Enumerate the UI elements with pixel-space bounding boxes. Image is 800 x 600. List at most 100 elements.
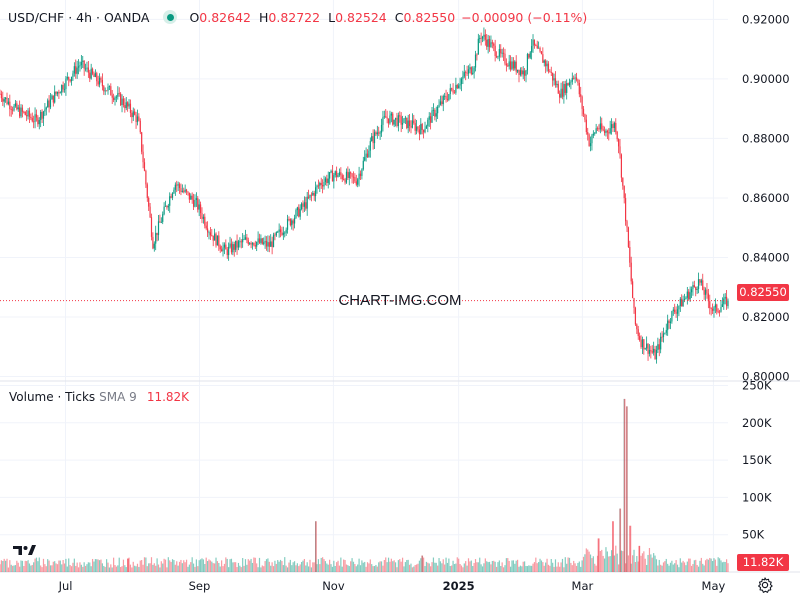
volume-bar <box>202 559 204 572</box>
candle-body <box>500 49 502 54</box>
volume-bar <box>704 560 707 572</box>
volume-bar <box>41 567 43 572</box>
volume-bar <box>672 564 674 572</box>
volume-bar <box>76 562 78 572</box>
candle-body <box>469 67 471 70</box>
gear-icon[interactable] <box>756 576 774 594</box>
time-axis[interactable]: Jul Sep Nov 2025 Mar May <box>58 579 726 593</box>
candle-body <box>171 193 174 198</box>
volume-bar <box>387 557 390 572</box>
candle-body <box>212 235 214 241</box>
candle-body <box>350 172 352 174</box>
volume-bar <box>653 553 655 572</box>
candle-body <box>369 141 371 151</box>
volume-bar <box>550 559 552 572</box>
volume-bar <box>108 567 111 572</box>
volume-bar <box>573 560 575 572</box>
volume-bar <box>232 562 234 572</box>
candle-body <box>329 172 331 179</box>
candle-body <box>178 184 181 189</box>
volume-bar <box>289 559 291 572</box>
candle-body <box>546 63 548 67</box>
volume-bar <box>603 558 606 572</box>
volume-bar <box>26 561 28 572</box>
candle-body <box>209 232 212 236</box>
volume-bar <box>676 564 679 572</box>
volume-bar <box>45 566 47 572</box>
volume-bar <box>683 562 686 572</box>
volume-bar <box>40 565 42 572</box>
volume-bar <box>222 566 224 572</box>
candle-body <box>149 206 151 218</box>
volume-bar <box>90 566 92 572</box>
volume-bar <box>242 558 244 572</box>
candle-body <box>146 184 148 198</box>
candle-body <box>122 98 125 106</box>
volume-bar <box>452 560 454 572</box>
volume-spike-bar <box>629 525 632 572</box>
candle-body <box>28 110 31 117</box>
candle-body <box>300 203 303 210</box>
volume-bar <box>277 560 279 572</box>
candle-body <box>121 98 123 106</box>
market-status-icon[interactable] <box>163 10 178 24</box>
volume-bar <box>176 561 178 572</box>
candle-body <box>587 132 589 135</box>
volume-bar <box>282 565 284 572</box>
candle-body <box>333 175 335 182</box>
candle-body <box>324 178 327 182</box>
candle-body <box>375 132 377 135</box>
candle-body <box>688 291 690 300</box>
volume-bar <box>10 564 12 572</box>
volume-bar <box>394 562 397 572</box>
volume-legend[interactable]: Volume · Ticks SMA 9 11.82K <box>9 390 189 404</box>
volume-bar <box>267 558 269 572</box>
candle-body <box>509 61 512 70</box>
candle-body <box>206 228 209 233</box>
price-grid <box>0 0 728 572</box>
candle-body <box>707 293 709 302</box>
volume-bar <box>84 565 87 572</box>
candle-body <box>6 97 8 105</box>
candle-body <box>37 117 39 125</box>
candle-body <box>542 54 544 63</box>
candle-body <box>483 34 485 37</box>
candle-body <box>630 262 632 282</box>
candle-body <box>529 52 531 58</box>
candle-body <box>359 173 362 176</box>
volume-bar <box>153 563 155 572</box>
volume-bar <box>68 558 70 572</box>
tradingview-logo-icon[interactable] <box>9 539 39 561</box>
volume-bar <box>141 560 143 572</box>
symbol-title[interactable]: USD/CHF · 4h · OANDA <box>8 9 150 25</box>
candle-body <box>474 54 477 68</box>
candle-body <box>19 107 21 117</box>
candle-body <box>458 85 460 89</box>
candle-body <box>685 297 687 299</box>
candle-body <box>493 43 495 46</box>
candle-body <box>115 96 118 98</box>
candle-body <box>627 227 630 248</box>
volume-bar <box>516 559 519 572</box>
candle-body <box>355 181 357 185</box>
volume-bar <box>173 560 175 572</box>
candle-body <box>696 289 698 291</box>
candle-body <box>378 132 380 134</box>
candle-body <box>117 93 119 97</box>
volume-axis[interactable]: 250K 200K 150K 100K 50K <box>742 378 772 541</box>
volume-bar <box>493 560 495 572</box>
volume-bar <box>59 560 61 572</box>
volume-bar <box>418 560 421 572</box>
volume-bar <box>403 566 405 572</box>
price-axis[interactable]: 0.92000 0.90000 0.88000 0.86000 0.84000 0.820… <box>742 12 790 383</box>
candle-body <box>717 311 719 313</box>
volume-bar <box>424 566 426 572</box>
volume-bar <box>35 557 38 572</box>
candle-body <box>413 120 415 124</box>
volume-bar <box>7 567 10 572</box>
volume-bar <box>322 557 324 572</box>
candle-body <box>620 154 622 178</box>
candle-body <box>89 72 91 79</box>
volume-bar <box>536 563 538 572</box>
volume-bar <box>103 565 105 572</box>
